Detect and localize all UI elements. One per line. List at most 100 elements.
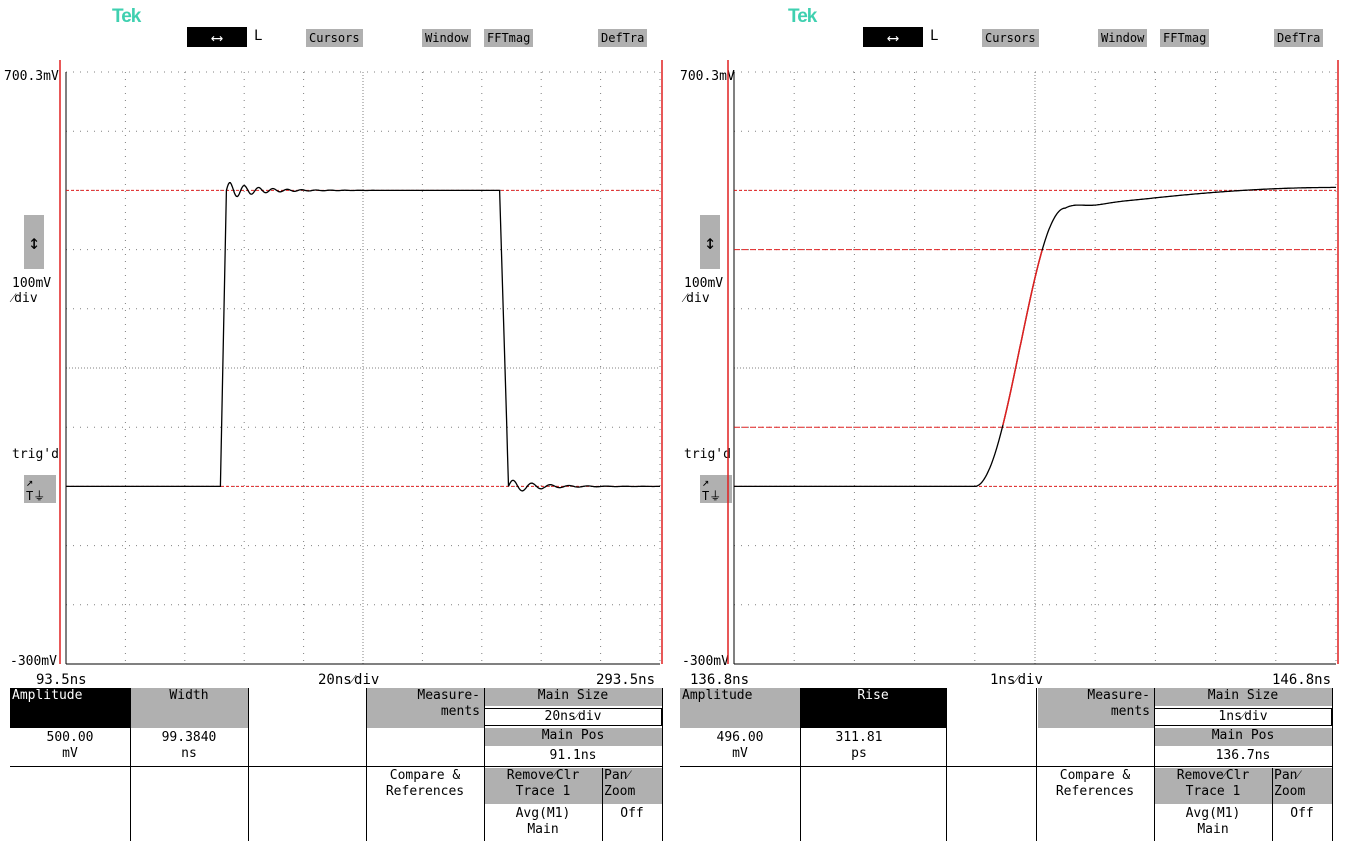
rise-unit: ps bbox=[851, 746, 867, 761]
remove-clear-trace-button[interactable]: Remove⁄Clr Trace 1 bbox=[484, 768, 602, 804]
double-arrow-icon: ⟷ bbox=[888, 27, 898, 47]
width-label: Width bbox=[169, 688, 209, 703]
pan-zoom-button[interactable]: Pan⁄ Zoom bbox=[1272, 768, 1332, 804]
trace-source: Avg(M1) Main bbox=[484, 806, 602, 840]
main-size-label: Main Size bbox=[1154, 688, 1332, 706]
divider bbox=[662, 688, 663, 841]
vertical-scale-label: 100mV bbox=[12, 276, 52, 291]
x-start-label: 93.5ns bbox=[36, 672, 87, 688]
main-pos-label: Main Pos bbox=[484, 728, 662, 746]
vertical-bottom-label: -300mV bbox=[10, 654, 57, 669]
x-scale-label: 1ns⁄div bbox=[990, 672, 1043, 688]
measurements-line1: Measure- bbox=[417, 688, 480, 703]
main-size-value[interactable]: 1ns⁄div bbox=[1154, 708, 1332, 726]
amplitude-measure-button[interactable]: Amplitude bbox=[680, 688, 800, 728]
trigger-status: trig'd bbox=[12, 447, 59, 462]
measurements-line2: ments bbox=[440, 704, 480, 719]
measurement-menu: Amplitude Width Measure-ments Main Size … bbox=[10, 688, 663, 841]
x-start-label: 136.8ns bbox=[690, 672, 750, 688]
tek-logo: Tek bbox=[112, 6, 141, 27]
trigger-label: T bbox=[702, 489, 710, 503]
pan-line2: Zoom bbox=[1274, 784, 1306, 799]
compare-line1: Compare & bbox=[389, 768, 461, 783]
main-pos-value[interactable]: 136.7ns bbox=[1215, 748, 1271, 763]
rise-readout: 311.81 ps bbox=[800, 730, 918, 766]
measurements-button[interactable]: Measure-ments bbox=[366, 688, 484, 728]
arrow-label: L bbox=[930, 28, 939, 44]
remove-clear-trace-button[interactable]: Remove⁄Clr Trace 1 bbox=[1154, 768, 1272, 804]
cursors-button[interactable]: Cursors bbox=[982, 29, 1039, 47]
rise-highlight bbox=[1002, 250, 1043, 426]
x-end-label: 146.8ns bbox=[1272, 672, 1332, 688]
amplitude-label: Amplitude bbox=[682, 688, 753, 703]
deftra-button[interactable]: DefTra bbox=[598, 29, 648, 47]
width-readout: 99.3840 ns bbox=[130, 730, 248, 766]
pan-zoom-state: Off bbox=[1290, 806, 1314, 821]
divider bbox=[1272, 768, 1273, 841]
compare-references-button[interactable]: Compare & References bbox=[1036, 768, 1154, 804]
measurements-line2: ments bbox=[1110, 704, 1150, 719]
window-button[interactable]: Window bbox=[422, 29, 472, 47]
vertical-top-label: 700.3mV bbox=[680, 69, 735, 84]
pan-line2: Zoom bbox=[604, 784, 636, 799]
vertical-scale-unit: ⁄div bbox=[684, 291, 710, 306]
trace-source-line2: Main bbox=[527, 822, 559, 837]
x-scale-label: 20ns⁄div bbox=[318, 672, 380, 688]
vertical-arrows-button[interactable]: ↕ bbox=[24, 215, 44, 269]
pan-zoom-button[interactable]: Pan⁄ Zoom bbox=[602, 768, 662, 804]
x-end-label: 293.5ns bbox=[596, 672, 656, 688]
main-pos-value[interactable]: 91.1ns bbox=[549, 748, 597, 763]
amplitude-unit: mV bbox=[732, 746, 748, 761]
tek-logo: Tek bbox=[788, 6, 817, 27]
amplitude-readout: 500.00 mV bbox=[10, 730, 130, 766]
compare-line2: References bbox=[385, 784, 465, 799]
divider bbox=[1332, 688, 1333, 841]
pan-zoom-state: Off bbox=[620, 806, 644, 821]
trigger-button[interactable]: ↗ T⏚ bbox=[24, 475, 56, 503]
trace-source-line2: Main bbox=[1197, 822, 1229, 837]
divider bbox=[680, 766, 1332, 767]
cursors-button[interactable]: Cursors bbox=[306, 29, 363, 47]
double-arrow-icon: ⟷ bbox=[212, 27, 222, 47]
vertical-top-label: 700.3mV bbox=[4, 69, 59, 84]
vertical-arrows-button[interactable]: ↕ bbox=[700, 215, 720, 269]
width-unit: ns bbox=[181, 746, 197, 761]
horizontal-arrows-button[interactable]: ⟷ bbox=[187, 27, 247, 47]
divider bbox=[366, 688, 367, 841]
trace-source: Avg(M1) Main bbox=[1154, 806, 1272, 840]
rise-label: Rise bbox=[857, 688, 889, 703]
remove-line2: Trace 1 bbox=[515, 784, 571, 799]
divider bbox=[946, 688, 947, 841]
scope-screen-left: Tek ⟷ L Cursors Window FFTmag DefTra 700… bbox=[0, 0, 672, 841]
compare-references-button[interactable]: Compare & References bbox=[366, 768, 484, 804]
trigger-label: T bbox=[26, 489, 34, 503]
remove-line1: Remove⁄Clr bbox=[1176, 768, 1250, 783]
amplitude-unit: mV bbox=[62, 746, 78, 761]
trace-source-line1: Avg(M1) bbox=[1185, 806, 1241, 821]
measurements-line1: Measure- bbox=[1087, 688, 1150, 703]
amplitude-value: 500.00 bbox=[46, 730, 94, 745]
deftra-button[interactable]: DefTra bbox=[1274, 29, 1324, 47]
main-size-value[interactable]: 20ns⁄div bbox=[484, 708, 662, 726]
pan-line1: Pan⁄ bbox=[1274, 768, 1300, 783]
rise-value: 311.81 bbox=[835, 730, 883, 745]
horizontal-arrows-button[interactable]: ⟷ bbox=[863, 27, 923, 47]
rise-measure-button[interactable]: Rise bbox=[800, 688, 946, 728]
trigger-button[interactable]: ↗ T⏚ bbox=[700, 475, 732, 503]
divider bbox=[602, 768, 603, 841]
fftmag-button[interactable]: FFTmag bbox=[1160, 29, 1210, 47]
trigger-arrow-icon: ↗ bbox=[702, 475, 710, 489]
ground-icon: ⏚ bbox=[709, 489, 722, 503]
window-button[interactable]: Window bbox=[1098, 29, 1148, 47]
vertical-scale-unit: ⁄div bbox=[12, 291, 38, 306]
measurements-button[interactable]: Measure-ments bbox=[1038, 688, 1154, 728]
width-measure-button[interactable]: Width bbox=[130, 688, 248, 728]
fftmag-button[interactable]: FFTmag bbox=[484, 29, 534, 47]
divider bbox=[1036, 688, 1037, 841]
vertical-scale-label: 100mV bbox=[684, 276, 724, 291]
amplitude-measure-button[interactable]: Amplitude bbox=[10, 688, 130, 728]
remove-line1: Remove⁄Clr bbox=[506, 768, 580, 783]
trigger-status: trig'd bbox=[684, 447, 731, 462]
divider bbox=[130, 688, 131, 841]
divider bbox=[484, 688, 485, 841]
